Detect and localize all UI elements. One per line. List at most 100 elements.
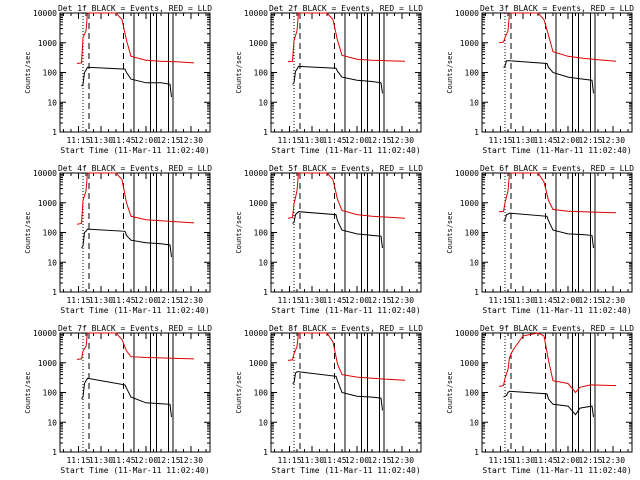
y-tick-label: 10000	[244, 9, 268, 18]
x-tick-label: 11:45	[111, 296, 135, 305]
y-tick-label: 10000	[33, 329, 57, 338]
lld-series-line	[76, 12, 195, 64]
x-tick-label: 11:45	[111, 456, 135, 465]
x-tick-label: 12:30	[601, 456, 625, 465]
x-tick-label: 11:15	[488, 136, 512, 145]
x-tick-label: 12:00	[345, 136, 369, 145]
x-tick-label: 11:15	[277, 456, 301, 465]
y-axis-label: Counts/sec	[446, 211, 454, 253]
plot-frame	[270, 172, 422, 293]
x-tick-label: 12:30	[390, 296, 414, 305]
x-tick-label: 12:15	[156, 136, 180, 145]
y-tick-label: 10000	[455, 169, 479, 178]
x-axis-label: Start Time (11-Mar-11 11:02:40)	[482, 306, 631, 315]
x-axis-label: Start Time (11-Mar-11 11:02:40)	[482, 146, 631, 155]
y-tick-label: 1	[474, 448, 479, 457]
x-tick-label: 11:30	[511, 296, 535, 305]
x-tick-label: 11:30	[89, 136, 113, 145]
chart-title: Det 3f BLACK = Events, RED = LLD	[480, 4, 634, 13]
x-tick-label: 11:15	[66, 136, 90, 145]
y-tick-label: 1000	[38, 199, 57, 208]
chart-panel-8: 1 10 100 1000 10000 11:1511:3011:4512:0012:15…	[235, 324, 423, 475]
x-tick-label: 12:00	[556, 456, 580, 465]
lld-series-line	[498, 332, 617, 394]
y-axis-label: Counts/sec	[24, 371, 32, 413]
y-tick-label: 10000	[455, 9, 479, 18]
x-tick-label: 11:45	[322, 136, 346, 145]
chart-title: Det 8f BLACK = Events, RED = LLD	[269, 324, 423, 333]
x-tick-label: 12:30	[179, 136, 203, 145]
x-tick-label: 11:30	[511, 456, 535, 465]
y-axis-label: Counts/sec	[446, 371, 454, 413]
chart-panel-2: 1 10 100 1000 10000 11:1511:3011:4512:0012:15…	[235, 4, 423, 155]
plot-frame	[481, 12, 633, 133]
y-tick-label: 1000	[460, 39, 479, 48]
y-tick-label: 10	[258, 418, 268, 427]
x-tick-label: 12:30	[601, 296, 625, 305]
y-tick-label: 10000	[455, 329, 479, 338]
plot-frame	[59, 172, 211, 293]
plot-frame	[481, 172, 633, 293]
y-tick-label: 10000	[244, 169, 268, 178]
chart-panel-9: 1 10 100 1000 10000 11:1511:3011:4512:0012:15…	[446, 324, 634, 475]
x-tick-label: 11:30	[511, 136, 535, 145]
y-tick-label: 1	[263, 288, 268, 297]
y-tick-label: 10000	[33, 9, 57, 18]
x-tick-label: 12:00	[345, 456, 369, 465]
x-tick-label: 12:00	[345, 296, 369, 305]
chart-title: Det 5f BLACK = Events, RED = LLD	[269, 164, 423, 173]
events-series-line	[81, 377, 172, 418]
lld-series-line	[498, 172, 617, 214]
x-tick-label: 12:15	[367, 136, 391, 145]
x-axis-label: Start Time (11-Mar-11 11:02:40)	[271, 146, 420, 155]
x-tick-label: 11:30	[89, 456, 113, 465]
y-tick-label: 10	[47, 258, 57, 267]
x-tick-label: 11:15	[488, 456, 512, 465]
x-tick-label: 12:15	[367, 456, 391, 465]
x-tick-label: 11:30	[89, 296, 113, 305]
x-tick-label: 12:30	[390, 136, 414, 145]
x-tick-label: 12:00	[134, 136, 158, 145]
y-tick-label: 10	[47, 98, 57, 107]
lld-series-line	[287, 12, 406, 63]
x-tick-label: 11:30	[300, 136, 324, 145]
y-tick-label: 1	[52, 128, 57, 137]
y-tick-label: 1000	[460, 199, 479, 208]
x-tick-label: 12:30	[601, 136, 625, 145]
chart-panel-7: 1 10 100 1000 10000 11:1511:3011:4512:0012:15…	[24, 324, 212, 475]
x-tick-label: 11:45	[322, 296, 346, 305]
y-tick-label: 1000	[249, 39, 268, 48]
y-tick-label: 10000	[244, 329, 268, 338]
y-tick-label: 100	[465, 229, 480, 238]
y-tick-label: 1000	[38, 359, 57, 368]
chart-title: Det 4f BLACK = Events, RED = LLD	[58, 164, 212, 173]
y-tick-label: 10	[469, 418, 479, 427]
chart-panel-1: 1 10 100 1000 10000 11:1511:3011:4512:0012:15…	[24, 4, 212, 155]
y-tick-label: 100	[254, 69, 269, 78]
events-series-line	[81, 228, 172, 258]
x-tick-label: 11:15	[488, 296, 512, 305]
x-tick-label: 12:15	[578, 456, 602, 465]
x-tick-label: 11:15	[66, 296, 90, 305]
events-series-line	[292, 65, 383, 94]
x-axis-label: Start Time (11-Mar-11 11:02:40)	[482, 466, 631, 475]
y-tick-label: 1	[263, 448, 268, 457]
x-tick-label: 11:45	[533, 456, 557, 465]
x-tick-label: 11:45	[533, 136, 557, 145]
chart-panel-4: 1 10 100 1000 10000 11:1511:3011:4512:0012:15…	[24, 164, 212, 315]
y-tick-label: 10	[258, 98, 268, 107]
y-axis-label: Counts/sec	[235, 371, 243, 413]
lld-series-line	[498, 12, 617, 62]
y-tick-label: 100	[254, 389, 269, 398]
x-tick-label: 11:30	[300, 456, 324, 465]
y-axis-label: Counts/sec	[235, 51, 243, 93]
x-tick-label: 12:00	[556, 296, 580, 305]
plot-frame	[59, 332, 211, 453]
y-axis-label: Counts/sec	[24, 211, 32, 253]
y-tick-label: 1	[52, 288, 57, 297]
y-tick-label: 10	[47, 418, 57, 427]
events-series-line	[503, 212, 594, 249]
y-tick-label: 100	[43, 69, 58, 78]
x-tick-label: 11:45	[322, 456, 346, 465]
x-tick-label: 12:15	[367, 296, 391, 305]
